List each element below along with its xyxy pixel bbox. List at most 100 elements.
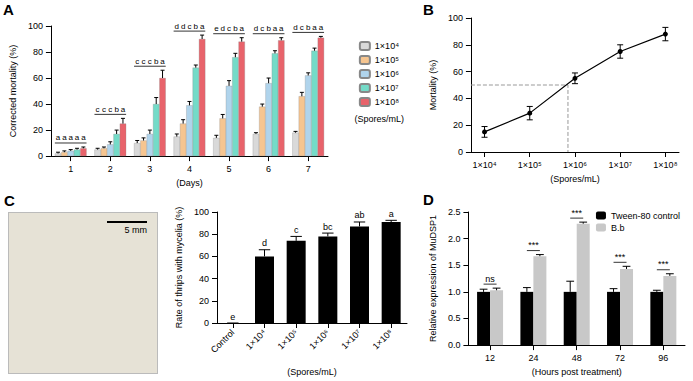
svg-text:(Hours post treatment): (Hours post treatment) (532, 367, 622, 377)
svg-text:b: b (114, 105, 119, 114)
svg-text:1×10⁸: 1×10⁸ (375, 97, 399, 107)
svg-text:c: c (294, 225, 299, 235)
svg-text:***: *** (528, 240, 539, 250)
svg-text:Relative expression of MuDSP1: Relative expression of MuDSP1 (428, 215, 438, 342)
svg-text:a: a (121, 105, 126, 114)
svg-text:6: 6 (266, 164, 271, 174)
svg-text:a: a (319, 23, 324, 32)
svg-text:d: d (220, 24, 224, 33)
svg-text:100: 100 (28, 21, 43, 31)
svg-text:40: 40 (199, 274, 209, 284)
svg-text:1×10⁶: 1×10⁶ (375, 69, 399, 79)
svg-text:b: b (154, 57, 159, 66)
svg-text:d: d (293, 23, 297, 32)
svg-text:D: D (423, 191, 434, 208)
svg-text:b: b (233, 24, 238, 33)
svg-text:80: 80 (199, 229, 209, 239)
svg-text:1×10⁷: 1×10⁷ (375, 83, 399, 93)
svg-text:c: c (135, 57, 139, 66)
svg-text:d: d (175, 22, 179, 31)
svg-text:0: 0 (38, 151, 43, 161)
svg-text:0: 0 (204, 318, 209, 328)
svg-text:Mortality (%): Mortality (%) (428, 60, 438, 111)
svg-text:***: *** (571, 208, 582, 218)
svg-text:a: a (273, 24, 278, 33)
svg-text:20: 20 (33, 125, 43, 135)
svg-text:a: a (389, 209, 394, 219)
svg-text:12: 12 (485, 353, 495, 363)
svg-text:a: a (75, 133, 80, 142)
svg-text:e: e (230, 312, 235, 322)
svg-text:80: 80 (33, 47, 43, 57)
svg-text:a: a (62, 133, 67, 142)
svg-text:1×10⁴: 1×10⁴ (472, 160, 496, 170)
svg-text:a: a (239, 24, 244, 33)
svg-text:2.0: 2.0 (448, 234, 461, 244)
svg-text:7: 7 (306, 164, 311, 174)
svg-text:c: c (142, 57, 146, 66)
svg-text:a: a (56, 133, 61, 142)
svg-text:(Days): (Days) (176, 178, 203, 188)
svg-text:96: 96 (658, 353, 668, 363)
svg-text:1×10⁵: 1×10⁵ (375, 55, 399, 65)
svg-text:bc: bc (323, 222, 333, 232)
svg-text:ns: ns (485, 274, 495, 284)
svg-text:1×10⁷: 1×10⁷ (608, 160, 632, 170)
svg-text:60: 60 (199, 251, 209, 261)
svg-text:1×10⁸: 1×10⁸ (371, 327, 395, 351)
svg-text:a: a (279, 24, 284, 33)
svg-text:60: 60 (33, 73, 43, 83)
svg-text:100: 100 (448, 13, 463, 23)
svg-text:a: a (200, 22, 205, 31)
svg-text:1×10⁸: 1×10⁸ (653, 160, 677, 170)
svg-text:b: b (266, 24, 271, 33)
svg-text:48: 48 (572, 353, 582, 363)
svg-text:1.0: 1.0 (448, 287, 461, 297)
svg-text:Tween-80 control: Tween-80 control (611, 211, 680, 221)
svg-text:24: 24 (528, 353, 538, 363)
svg-text:1×10⁵: 1×10⁵ (518, 160, 542, 170)
svg-text:c: c (187, 22, 191, 31)
svg-text:0.5: 0.5 (448, 313, 461, 323)
svg-text:20: 20 (453, 120, 463, 130)
svg-text:2: 2 (108, 164, 113, 174)
svg-text:1×10⁴: 1×10⁴ (244, 327, 268, 351)
svg-text:a: a (81, 133, 86, 142)
svg-text:***: *** (615, 252, 626, 262)
svg-text:d: d (262, 238, 267, 248)
svg-text:0.0: 0.0 (448, 340, 461, 350)
svg-text:20: 20 (199, 296, 209, 306)
svg-text:Control: Control (209, 327, 237, 355)
svg-text:c: c (300, 23, 304, 32)
svg-text:1×10⁶: 1×10⁶ (563, 160, 587, 170)
svg-text:(Spores/mL): (Spores/mL) (287, 367, 337, 377)
svg-text:60: 60 (453, 67, 463, 77)
svg-text:B: B (423, 1, 434, 18)
svg-text:1×10⁷: 1×10⁷ (339, 327, 363, 351)
svg-text:c: c (227, 24, 231, 33)
svg-text:B.b: B.b (611, 223, 625, 233)
svg-text:(Spores/mL): (Spores/mL) (550, 174, 600, 184)
svg-text:b: b (194, 22, 199, 31)
svg-text:d: d (181, 22, 185, 31)
svg-text:***: *** (658, 259, 669, 269)
svg-text:c: c (260, 24, 264, 33)
svg-text:1: 1 (68, 164, 73, 174)
svg-text:40: 40 (33, 99, 43, 109)
svg-text:c: c (108, 105, 112, 114)
svg-text:Rate of thrips with mycelia (%: Rate of thrips with mycelia (%) (174, 207, 184, 329)
svg-text:2.5: 2.5 (448, 207, 461, 217)
svg-text:ab: ab (354, 210, 364, 220)
svg-text:c: c (102, 105, 106, 114)
svg-text:1×10⁵: 1×10⁵ (276, 327, 300, 351)
svg-text:1.5: 1.5 (448, 260, 461, 270)
svg-text:1×10⁴: 1×10⁴ (375, 41, 399, 51)
svg-text:80: 80 (453, 40, 463, 50)
svg-text:(Spores/mL): (Spores/mL) (354, 114, 404, 124)
svg-text:1×10⁶: 1×10⁶ (307, 327, 331, 351)
svg-text:d: d (254, 24, 258, 33)
svg-text:e: e (214, 24, 219, 33)
svg-text:0: 0 (458, 147, 463, 157)
svg-text:Corrected mortality (%): Corrected mortality (%) (8, 45, 18, 138)
svg-text:72: 72 (615, 353, 625, 363)
